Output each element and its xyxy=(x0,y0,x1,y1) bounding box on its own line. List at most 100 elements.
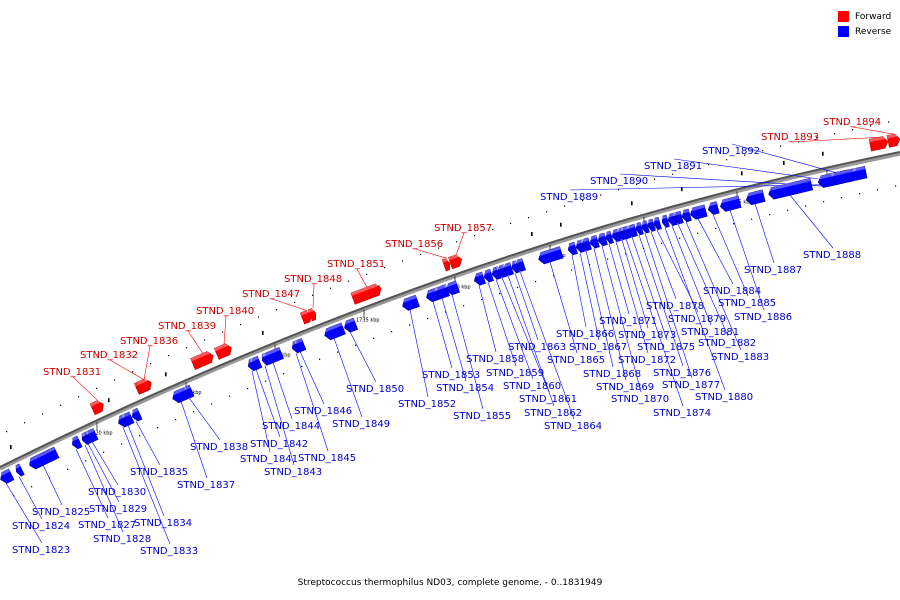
gene-label: STND_1847 xyxy=(242,289,300,300)
strand-dot xyxy=(852,129,854,131)
legend-reverse-label: Reverse xyxy=(855,26,892,37)
gene-label: STND_1891 xyxy=(644,161,702,172)
gene-arrow xyxy=(213,343,232,360)
gene-label: STND_1894 xyxy=(823,117,881,128)
gene-label: STND_1850 xyxy=(346,384,404,395)
label-leader-line xyxy=(677,223,729,337)
strand-dot xyxy=(24,422,26,424)
strand-dot xyxy=(546,211,548,213)
strand-dot xyxy=(571,269,573,271)
label-leader-line xyxy=(5,482,43,544)
strand-dot xyxy=(139,435,141,437)
strand-tick xyxy=(681,187,683,192)
strand-dot xyxy=(384,267,386,269)
gene-feature xyxy=(672,210,684,225)
gene-highlight xyxy=(400,295,417,304)
strand-dot xyxy=(859,193,861,195)
strand-dot xyxy=(132,371,134,373)
gene-label: STND_1833 xyxy=(140,546,198,557)
gene-arrow xyxy=(436,284,450,299)
gene-label: STND_1881 xyxy=(681,327,739,338)
gene-highlight xyxy=(0,468,11,477)
gene-arrow xyxy=(661,214,670,228)
legend-forward-swatch xyxy=(838,11,849,22)
gene-arrow xyxy=(621,225,632,240)
gene-arrow xyxy=(575,239,586,253)
label-leader-line xyxy=(514,273,539,341)
gene-highlight xyxy=(640,220,648,226)
gene-highlight xyxy=(666,212,676,218)
gene-highlight xyxy=(290,339,299,346)
gene-highlight xyxy=(85,428,95,435)
gene-feature xyxy=(660,214,670,228)
gene-arrow xyxy=(89,400,104,416)
gene-highlight xyxy=(81,430,91,437)
gene-highlight xyxy=(262,347,281,357)
gene-feature xyxy=(342,317,359,333)
label-leader-line xyxy=(507,275,555,407)
strand-dot xyxy=(402,260,404,262)
strand-dot xyxy=(582,199,584,202)
gene-label: STND_1836 xyxy=(120,336,178,347)
gene-label: STND_1884 xyxy=(703,286,761,297)
label-leader-line xyxy=(84,444,124,533)
label-leader-line xyxy=(356,268,368,288)
strand-dot xyxy=(805,205,807,207)
strand-dot xyxy=(121,443,123,445)
gene-arrow xyxy=(581,237,592,251)
label-leader-line xyxy=(451,294,484,410)
strand-dot xyxy=(168,355,170,357)
strand-dot xyxy=(420,253,422,256)
label-leader-line xyxy=(455,232,465,256)
strand-dot xyxy=(42,413,44,415)
gene-label: STND_1834 xyxy=(134,518,192,529)
strand-dot xyxy=(330,287,332,289)
gene-arrow xyxy=(132,407,143,422)
gene-arrow xyxy=(886,133,900,148)
strand-dot xyxy=(229,395,231,397)
gene-arrow xyxy=(853,165,868,180)
gene-highlight xyxy=(170,386,189,397)
gene-label: STND_1852 xyxy=(398,399,456,410)
strand-tick xyxy=(10,445,12,450)
label-leader-line xyxy=(299,351,325,405)
strand-dot xyxy=(625,253,627,255)
label-leader-line xyxy=(188,397,221,441)
label-leader-line xyxy=(333,337,363,418)
strand-dot xyxy=(456,241,458,243)
strand-dot xyxy=(780,145,782,147)
gene-label: STND_1862 xyxy=(524,408,582,419)
strand-dot xyxy=(834,133,836,135)
gene-highlight xyxy=(816,172,838,180)
label-leader-line xyxy=(414,248,448,259)
strand-dot xyxy=(553,275,555,277)
label-leader-line xyxy=(729,210,765,311)
strand-tick xyxy=(631,201,633,206)
gene-label: STND_1830 xyxy=(88,487,146,498)
label-leader-line xyxy=(72,376,99,402)
gene-label: STND_1841 xyxy=(240,454,298,465)
gene-label: STND_1845 xyxy=(298,453,356,464)
gene-label: STND_1860 xyxy=(503,381,561,392)
gene-feature xyxy=(441,257,451,272)
gene-feature xyxy=(680,208,692,223)
label-leader-lines xyxy=(5,126,895,545)
gene-feature xyxy=(718,195,742,212)
gene-arrow xyxy=(344,317,359,333)
gene-arrow xyxy=(567,241,578,256)
gene-label: STND_1857 xyxy=(434,223,492,234)
strand-tick xyxy=(560,222,562,227)
gene-feature xyxy=(510,260,521,274)
gene-highlight xyxy=(136,377,149,386)
gene-feature xyxy=(580,237,592,251)
label-leader-line xyxy=(625,238,684,407)
gene-highlight xyxy=(250,356,259,363)
gene-highlight xyxy=(831,167,858,177)
gene-feature xyxy=(646,218,656,232)
backbone-line xyxy=(0,151,900,468)
label-leader-line xyxy=(579,252,600,341)
strand-tick xyxy=(741,171,743,176)
gene-label: STND_1867 xyxy=(569,342,627,353)
gene-highlight xyxy=(259,352,267,358)
gene-highlight xyxy=(604,231,612,236)
